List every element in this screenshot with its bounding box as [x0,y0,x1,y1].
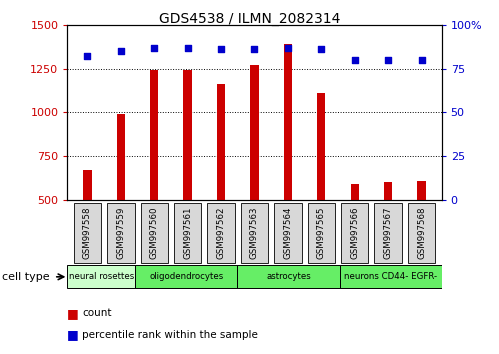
Text: percentile rank within the sample: percentile rank within the sample [82,330,258,339]
Point [250,46,258,52]
Text: GSM997562: GSM997562 [217,206,226,259]
Text: GSM997567: GSM997567 [384,206,393,259]
Text: GSM997560: GSM997560 [150,206,159,259]
Text: GSM997566: GSM997566 [350,206,359,259]
Bar [384,183,392,200]
FancyBboxPatch shape [74,203,101,263]
Text: oligodendrocytes: oligodendrocytes [149,272,224,281]
Text: astrocytes: astrocytes [266,272,311,281]
Bar [117,114,125,200]
FancyBboxPatch shape [174,203,202,263]
Point [117,48,125,54]
Point [284,45,292,50]
Text: GSM997568: GSM997568 [417,206,426,259]
Point [418,57,426,63]
Text: GSM997558: GSM997558 [83,206,92,259]
Text: GSM997563: GSM997563 [250,206,259,259]
Point [217,46,225,52]
Point [184,45,192,50]
Point [83,53,91,59]
FancyBboxPatch shape [238,265,339,288]
Text: GSM997564: GSM997564 [283,206,292,259]
FancyBboxPatch shape [135,265,238,288]
Text: ■: ■ [67,328,79,341]
Text: neurons CD44- EGFR-: neurons CD44- EGFR- [344,272,437,281]
Bar [250,65,258,200]
Text: ■: ■ [67,307,79,320]
Bar [150,70,158,200]
FancyBboxPatch shape [107,203,135,263]
Bar [83,170,92,200]
FancyBboxPatch shape [408,203,435,263]
FancyBboxPatch shape [241,203,268,263]
Text: GSM997561: GSM997561 [183,206,192,259]
FancyBboxPatch shape [274,203,301,263]
Text: GDS4538 / ILMN_2082314: GDS4538 / ILMN_2082314 [159,12,340,27]
Bar [351,184,359,200]
FancyBboxPatch shape [341,203,368,263]
Point [384,57,392,63]
Bar [184,70,192,200]
FancyBboxPatch shape [339,265,442,288]
Bar [417,181,426,200]
FancyBboxPatch shape [67,265,135,288]
Text: count: count [82,308,112,318]
FancyBboxPatch shape [208,203,235,263]
Point [150,45,158,50]
Point [317,46,325,52]
Bar [217,84,225,200]
FancyBboxPatch shape [374,203,402,263]
Bar [284,44,292,200]
Bar [317,93,325,200]
Text: GSM997559: GSM997559 [116,207,125,259]
Point [351,57,359,63]
Text: GSM997565: GSM997565 [317,206,326,259]
FancyBboxPatch shape [307,203,335,263]
Text: neural rosettes: neural rosettes [69,272,134,281]
FancyBboxPatch shape [141,203,168,263]
Text: cell type: cell type [2,272,50,282]
